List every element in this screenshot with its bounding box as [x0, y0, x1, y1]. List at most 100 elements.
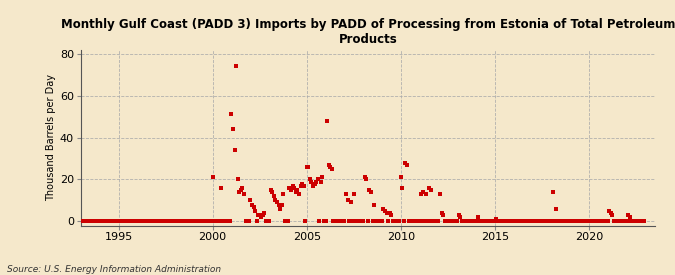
Point	[599, 219, 610, 224]
Point	[209, 219, 219, 224]
Point	[477, 219, 487, 224]
Point	[375, 219, 386, 224]
Point	[468, 219, 479, 224]
Point	[627, 219, 638, 224]
Point	[364, 188, 375, 192]
Point	[403, 219, 414, 224]
Point	[261, 219, 271, 224]
Point	[441, 219, 452, 224]
Point	[234, 190, 245, 194]
Point	[456, 219, 467, 224]
Point	[128, 219, 138, 224]
Point	[85, 219, 96, 224]
Point	[132, 219, 143, 224]
Point	[424, 186, 435, 190]
Point	[301, 165, 312, 169]
Point	[377, 219, 387, 224]
Point	[206, 219, 217, 224]
Point	[591, 219, 602, 224]
Point	[91, 219, 102, 224]
Text: Source: U.S. Energy Information Administration: Source: U.S. Energy Information Administ…	[7, 265, 221, 274]
Point	[502, 219, 513, 224]
Point	[331, 219, 342, 224]
Point	[500, 219, 511, 224]
Point	[543, 219, 554, 224]
Point	[380, 209, 391, 213]
Point	[82, 219, 92, 224]
Point	[134, 219, 144, 224]
Point	[406, 219, 417, 224]
Point	[240, 219, 251, 224]
Point	[402, 163, 412, 167]
Point	[130, 219, 141, 224]
Point	[329, 219, 340, 224]
Point	[437, 213, 448, 217]
Point	[572, 219, 583, 224]
Point	[340, 192, 351, 196]
Point	[169, 219, 180, 224]
Point	[386, 213, 397, 217]
Point	[491, 217, 502, 221]
Point	[615, 219, 626, 224]
Point	[516, 219, 527, 224]
Point	[358, 219, 369, 224]
Point	[137, 219, 148, 224]
Point	[495, 219, 506, 224]
Point	[314, 219, 325, 224]
Point	[435, 192, 446, 196]
Point	[527, 219, 538, 224]
Point	[325, 165, 335, 169]
Point	[430, 219, 441, 224]
Point	[359, 175, 370, 180]
Point	[231, 64, 242, 68]
Point	[429, 219, 439, 224]
Point	[541, 219, 552, 224]
Point	[352, 219, 362, 224]
Point	[485, 219, 495, 224]
Point	[583, 219, 594, 224]
Point	[76, 219, 86, 224]
Point	[630, 219, 641, 224]
Point	[565, 219, 576, 224]
Point	[576, 219, 587, 224]
Point	[344, 219, 354, 224]
Point	[387, 219, 398, 224]
Point	[400, 160, 411, 165]
Point	[620, 219, 630, 224]
Point	[244, 219, 254, 224]
Point	[163, 219, 174, 224]
Point	[508, 219, 519, 224]
Point	[148, 219, 159, 224]
Point	[488, 219, 499, 224]
Point	[546, 219, 557, 224]
Point	[394, 219, 405, 224]
Point	[433, 219, 444, 224]
Point	[284, 186, 295, 190]
Point	[378, 207, 389, 211]
Point	[466, 219, 477, 224]
Point	[634, 219, 645, 224]
Point	[442, 219, 453, 224]
Point	[335, 219, 346, 224]
Point	[540, 219, 551, 224]
Point	[96, 219, 107, 224]
Point	[431, 219, 442, 224]
Point	[270, 198, 281, 203]
Point	[192, 219, 202, 224]
Point	[153, 219, 163, 224]
Point	[112, 219, 123, 224]
Point	[616, 219, 627, 224]
Point	[176, 219, 187, 224]
Point	[188, 219, 199, 224]
Point	[597, 219, 608, 224]
Point	[182, 219, 193, 224]
Point	[348, 192, 359, 196]
Point	[588, 219, 599, 224]
Point	[570, 219, 580, 224]
Point	[98, 219, 109, 224]
Point	[419, 219, 430, 224]
Point	[504, 219, 514, 224]
Point	[140, 219, 151, 224]
Point	[322, 119, 333, 123]
Point	[609, 219, 620, 224]
